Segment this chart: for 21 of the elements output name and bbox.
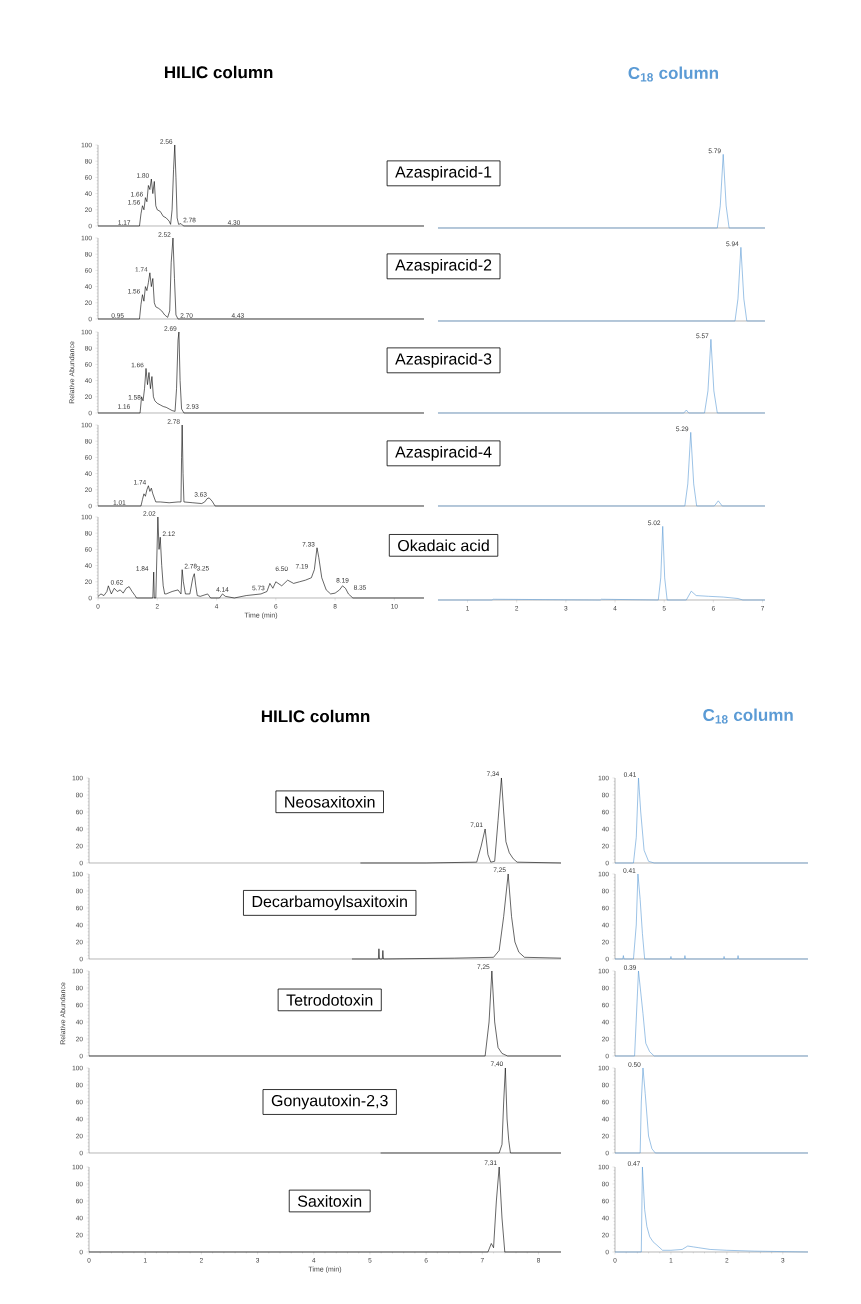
chart-title: C$_{18}$ column bbox=[703, 708, 793, 724]
line-series bbox=[614, 777, 809, 864]
annotation: Gonyautoxin-2,3 bbox=[271, 1094, 388, 1110]
line-series bbox=[614, 1166, 809, 1253]
chart-title: HILIC column bbox=[164, 65, 273, 79]
annotation: Saxitoxin bbox=[297, 1195, 362, 1207]
annotation: Tetrodotoxin bbox=[286, 994, 373, 1006]
line-series bbox=[614, 970, 809, 1057]
annotation: Okadaic acid bbox=[398, 539, 489, 552]
annotation: Neosaxitoxin bbox=[285, 795, 375, 808]
line-series bbox=[88, 1166, 562, 1253]
annotation: Azaspiracid-4 bbox=[395, 445, 492, 461]
chart-title: C$_{18}$ column bbox=[628, 66, 718, 82]
annotation: Azaspiracid-3 bbox=[395, 352, 492, 368]
line-series bbox=[614, 873, 809, 960]
annotation: Azaspiracid-2 bbox=[395, 258, 492, 274]
annotation: Azaspiracid-1 bbox=[395, 165, 492, 181]
annotation: Decarbamoylsaxitoxin bbox=[252, 895, 407, 911]
line-series bbox=[614, 1067, 809, 1154]
line-series bbox=[88, 970, 562, 1057]
chart-title: HILIC column bbox=[261, 709, 370, 723]
